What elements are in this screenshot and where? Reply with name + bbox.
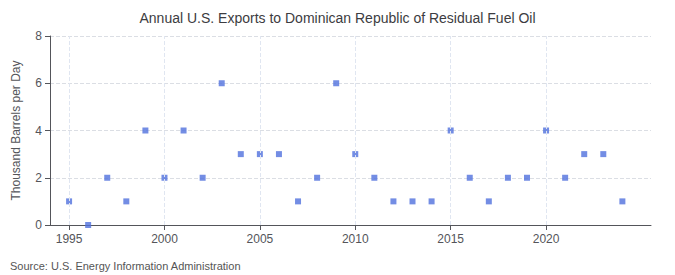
svg-text:0: 0 xyxy=(35,218,42,232)
svg-text:2010: 2010 xyxy=(342,232,369,246)
svg-text:2005: 2005 xyxy=(247,232,274,246)
svg-text:8: 8 xyxy=(35,29,42,43)
svg-text:Thousand Barrels per Day: Thousand Barrels per Day xyxy=(9,60,23,200)
svg-text:2020: 2020 xyxy=(533,232,560,246)
svg-text:2: 2 xyxy=(35,171,42,185)
svg-text:2015: 2015 xyxy=(437,232,464,246)
svg-text:Source: U.S. Energy Informatio: Source: U.S. Energy Information Administ… xyxy=(10,260,241,272)
svg-text:6: 6 xyxy=(35,76,42,90)
svg-text:4: 4 xyxy=(35,124,42,138)
svg-text:2000: 2000 xyxy=(151,232,178,246)
svg-text:Annual U.S. Exports to Dominic: Annual U.S. Exports to Dominican Republi… xyxy=(139,10,535,26)
svg-text:1995: 1995 xyxy=(56,232,83,246)
